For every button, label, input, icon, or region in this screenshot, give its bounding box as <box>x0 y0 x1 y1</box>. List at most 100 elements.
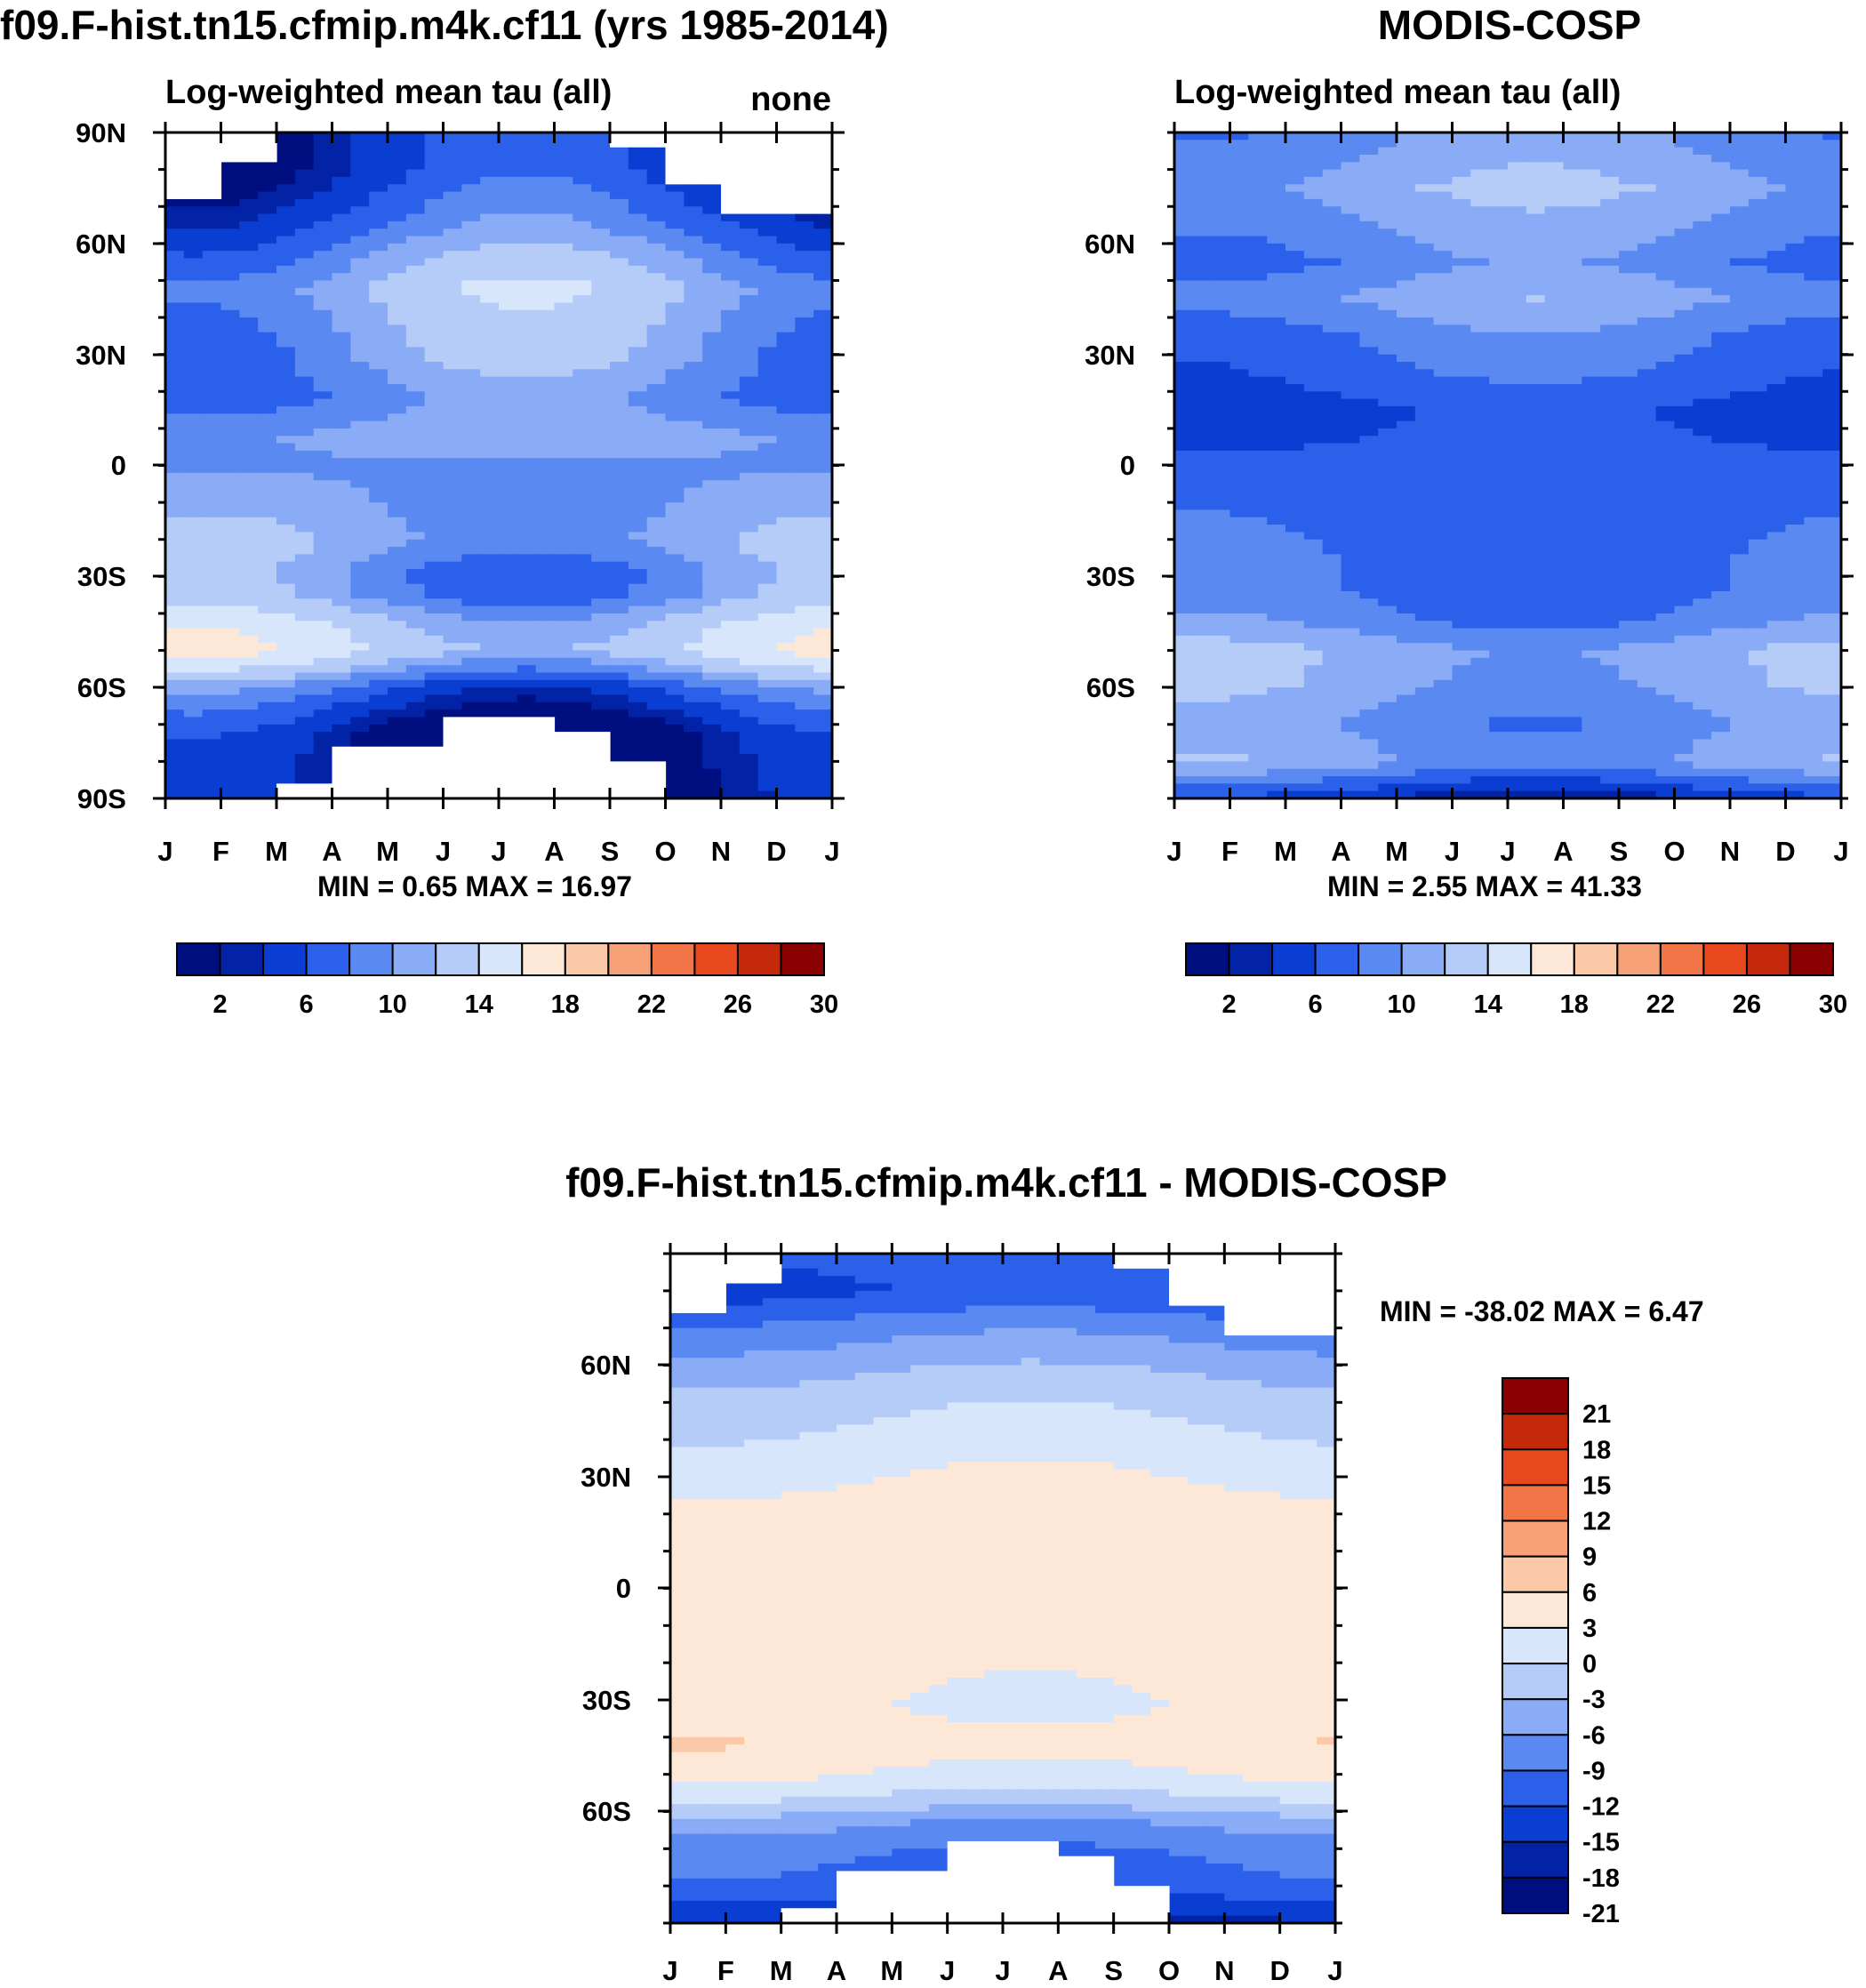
contour-cell <box>1600 480 1620 489</box>
contour-cell <box>535 569 556 577</box>
contour-cell <box>1711 258 1731 267</box>
contour-cell <box>220 783 240 792</box>
contour-cell <box>535 361 556 370</box>
contour-cell <box>1655 243 1676 252</box>
contour-cell <box>350 643 370 652</box>
contour-cell <box>276 325 296 333</box>
contour-cell <box>480 191 500 200</box>
contour-cell <box>276 147 296 156</box>
contour-cell <box>332 621 351 629</box>
contour-cell <box>1211 421 1231 429</box>
contour-cell <box>313 547 333 555</box>
contour-cell <box>1508 176 1527 185</box>
contour-cell <box>628 184 648 193</box>
contour-cell <box>1526 228 1546 237</box>
contour-cell <box>183 509 204 518</box>
contour-cell <box>646 213 667 222</box>
contour-cell <box>665 376 685 385</box>
contour-cell <box>1397 383 1416 392</box>
contour-cell <box>1452 280 1471 289</box>
contour-cell <box>499 605 518 614</box>
contour-cell <box>424 383 444 392</box>
contour-cell <box>165 273 185 282</box>
contour-cell <box>369 621 388 629</box>
contour-cell <box>646 317 667 325</box>
contour-cell <box>1285 509 1305 518</box>
contour-cell <box>1804 340 1823 348</box>
contour-cell <box>1414 383 1435 392</box>
contour-cell <box>1544 436 1565 445</box>
contour-cell <box>239 754 259 762</box>
contour-cell <box>183 465 204 474</box>
contour-cell <box>646 236 667 244</box>
contour-cell <box>1248 265 1268 274</box>
contour-cell <box>702 525 722 533</box>
contour-cell <box>628 465 648 474</box>
contour-cell <box>517 302 537 311</box>
contour-cell <box>1785 220 1805 229</box>
contour-cell <box>776 494 796 503</box>
contour-cell <box>350 472 370 481</box>
contour-cell <box>1600 325 1620 333</box>
contour-cell <box>369 198 388 207</box>
contour-cell <box>1785 405 1805 414</box>
contour-cell <box>480 458 500 467</box>
contour-cell <box>684 413 703 422</box>
contour-cell <box>1174 428 1194 437</box>
contour-cell <box>276 701 296 710</box>
contour-cell <box>1804 391 1823 400</box>
contour-cell <box>239 583 259 592</box>
contour-cell <box>665 302 685 311</box>
contour-cell <box>220 309 240 318</box>
contour-cell <box>610 436 629 445</box>
contour-cell <box>1748 169 1768 178</box>
contour-cell <box>220 509 240 518</box>
contour-cell <box>1452 325 1471 333</box>
contour-cell <box>1452 228 1471 237</box>
contour-cell <box>1674 317 1694 325</box>
contour-cell <box>1600 383 1620 392</box>
contour-cell <box>1267 228 1286 237</box>
contour-cell <box>1322 213 1342 222</box>
contour-cell <box>405 295 426 304</box>
contour-cell <box>721 746 741 755</box>
contour-cell <box>684 317 703 325</box>
contour-cell <box>702 768 722 777</box>
contour-cell <box>646 405 667 414</box>
contour-cell <box>405 472 426 481</box>
contour-cell <box>165 369 185 378</box>
contour-cell <box>369 287 388 296</box>
contour-cell <box>424 347 444 356</box>
contour-cell <box>1359 376 1379 385</box>
contour-cell <box>1470 309 1490 318</box>
contour-cell <box>332 628 351 637</box>
contour-cell <box>1433 383 1454 392</box>
contour-cell <box>1489 443 1509 452</box>
y-tick-label: 30S <box>77 561 126 592</box>
contour-cell <box>573 309 592 318</box>
contour-cell <box>1267 287 1286 296</box>
contour-cell <box>628 413 648 422</box>
contour-cell <box>239 287 259 296</box>
contour-cell <box>517 590 537 599</box>
contour-cell <box>1267 502 1286 511</box>
contour-cell <box>739 754 759 762</box>
contour-cell <box>684 265 703 274</box>
contour-cell <box>1341 369 1360 378</box>
contour-cell <box>795 494 814 503</box>
contour-cell <box>1711 169 1731 178</box>
contour-cell <box>294 650 315 659</box>
contour-cell <box>591 687 611 696</box>
contour-cell <box>721 458 741 467</box>
contour-cell <box>517 687 537 696</box>
contour-cell <box>1693 243 1712 252</box>
contour-cell <box>239 709 259 718</box>
contour-cell <box>294 169 315 178</box>
contour-cell <box>1748 472 1768 481</box>
contour-cell <box>1489 154 1509 163</box>
contour-cell <box>1804 176 1823 185</box>
contour-cell <box>1211 287 1231 296</box>
contour-cell <box>480 487 500 496</box>
contour-cell <box>405 598 426 607</box>
contour-cell <box>202 354 222 363</box>
